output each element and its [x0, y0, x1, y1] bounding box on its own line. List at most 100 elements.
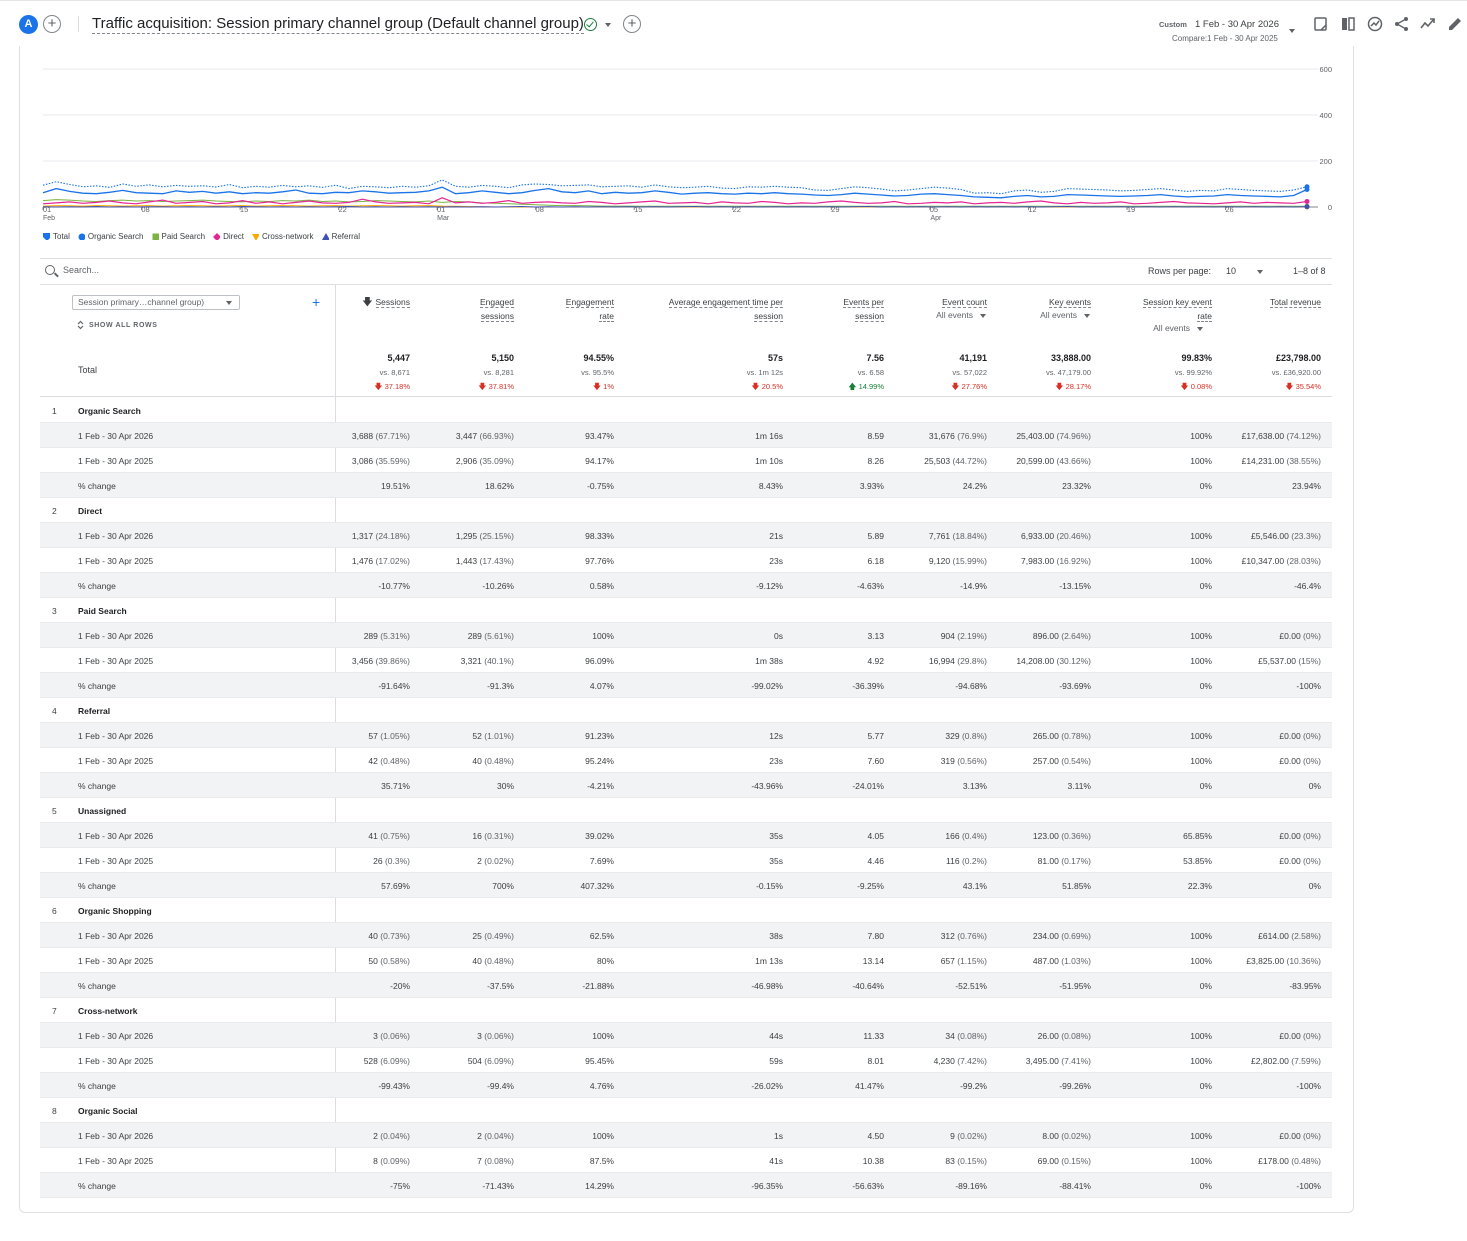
insights-icon[interactable]: [1366, 15, 1384, 33]
cell-percent: (20.46%): [1054, 531, 1092, 541]
table-group-row[interactable]: 2 Direct: [40, 498, 1332, 523]
table-cell: 39.02%: [585, 831, 614, 841]
share-report-icon[interactable]: [1312, 15, 1330, 33]
column-header-line1: Engagement: [565, 297, 614, 308]
event-filter-chevron-down-icon[interactable]: [1197, 327, 1203, 331]
column-header[interactable]: Engaged sessions: [479, 295, 514, 323]
rows-per-page-label: Rows per page:: [1148, 266, 1212, 276]
event-filter-select[interactable]: All events: [936, 310, 973, 320]
total-change-value: 0.08%: [1190, 382, 1212, 391]
date-range-picker[interactable]: 1 Feb - 30 Apr 2026: [1195, 19, 1279, 30]
table-cell: 62.5%: [590, 931, 614, 941]
show-all-rows-button[interactable]: SHOW ALL ROWS: [89, 322, 158, 329]
saved-check-icon[interactable]: [584, 18, 597, 31]
cell-value: 100%: [1190, 1031, 1212, 1041]
cell-value: 7.80: [867, 931, 884, 941]
date-range-type[interactable]: Custom: [1159, 20, 1187, 29]
cell-value: 16,994: [928, 656, 955, 666]
dimension-select[interactable]: Session primary…channel group): [72, 295, 240, 310]
legend-item[interactable]: Cross-network: [251, 231, 314, 241]
cell-percent: (0.48%): [1288, 1156, 1321, 1166]
table-group-row[interactable]: 1 Organic Search: [40, 398, 1332, 423]
legend-item[interactable]: Referral: [321, 232, 360, 241]
add-dimension-button[interactable]: +: [312, 294, 321, 310]
account-avatar[interactable]: A: [19, 15, 38, 34]
event-filter-select[interactable]: All events: [1153, 323, 1190, 333]
cell-value: 26.00: [1037, 1031, 1059, 1041]
table-cell: 83 (0.15%): [945, 1156, 987, 1166]
expand-rows-icon[interactable]: [77, 320, 84, 330]
cell-value: 23s: [769, 556, 783, 566]
cell-value: 3.93%: [859, 481, 884, 491]
table-cell: 3.13%: [963, 781, 987, 791]
cell-percent: (0%): [1300, 731, 1321, 741]
cell-value: 95.24%: [585, 756, 614, 766]
page-title[interactable]: Traffic acquisition: Session primary cha…: [92, 15, 584, 34]
cell-value: 23.32%: [1062, 481, 1091, 491]
table-row: 1 Feb - 30 Apr 2025 3,086 (35.59%) 2,906 (…: [40, 448, 1332, 473]
cell-value: -89.16%: [955, 1181, 987, 1191]
add-comparison-button[interactable]: +: [43, 15, 61, 33]
cell-value: 39.02%: [585, 831, 614, 841]
rows-per-page-chevron-down-icon[interactable]: [1257, 270, 1263, 274]
table-cell: 41s: [769, 1156, 783, 1166]
column-header[interactable]: Key events: [1048, 295, 1091, 309]
column-header[interactable]: Average engagement time per session: [668, 295, 783, 323]
column-header[interactable]: Session key event rate: [1143, 295, 1212, 323]
column-header-line1: Events per: [843, 297, 884, 308]
column-header[interactable]: 🡇 Sessions: [362, 295, 410, 310]
table-cell: 52 (1.01%): [472, 731, 514, 741]
table-cell: 35.71%: [381, 781, 410, 791]
cell-value: 3,086: [351, 456, 374, 466]
cell-value: 0%: [1199, 1081, 1212, 1091]
title-menu-chevron-down-icon[interactable]: [605, 23, 611, 27]
cell-value: 312: [940, 931, 955, 941]
edit-icon[interactable]: [1446, 15, 1464, 33]
cell-value: 98.33%: [585, 531, 614, 541]
legend-item[interactable]: Direct: [213, 232, 244, 241]
table-cell: 26.00 (0.08%): [1038, 1031, 1091, 1041]
legend-item[interactable]: Total: [43, 232, 70, 241]
column-header[interactable]: Total revenue: [1269, 295, 1321, 309]
table-cell: 40 (0.48%): [472, 956, 514, 966]
column-header[interactable]: Events per session: [843, 295, 884, 323]
column-header[interactable]: Engagement rate: [565, 295, 614, 323]
rows-per-page-select[interactable]: 10: [1226, 266, 1266, 276]
legend-item[interactable]: Organic Search: [78, 232, 144, 241]
table-group-row[interactable]: 4 Referral: [40, 698, 1332, 723]
search-input[interactable]: [63, 265, 463, 275]
table-cell: 57.69%: [381, 881, 410, 891]
sort-arrow-down-icon[interactable]: 🡇: [362, 297, 373, 308]
event-filter-chevron-down-icon[interactable]: [980, 314, 986, 318]
table-cell: £14,231.00 (38.55%): [1242, 456, 1321, 466]
date-range-chevron-down-icon[interactable]: [1289, 29, 1295, 33]
cell-value: 0.58%: [589, 581, 614, 591]
compare-icon[interactable]: [1339, 15, 1357, 33]
cell-value: 265.00: [1032, 731, 1059, 741]
legend-label: Cross-network: [261, 231, 314, 241]
table-cell: -99.43%: [378, 1081, 410, 1091]
table-group-row[interactable]: 5 Unassigned: [40, 798, 1332, 823]
table-cell: 93.47%: [585, 431, 614, 441]
trend-icon[interactable]: [1419, 15, 1437, 33]
column-header[interactable]: Event count: [942, 295, 987, 309]
table-group-row[interactable]: 8 Organic Social: [40, 1098, 1332, 1123]
add-filter-button[interactable]: +: [623, 15, 641, 33]
table-group-row[interactable]: 6 Organic Shopping: [40, 898, 1332, 923]
cell-value: -0.75%: [587, 481, 614, 491]
event-filter-chevron-down-icon[interactable]: [1084, 314, 1090, 318]
event-filter-select[interactable]: All events: [1040, 310, 1077, 320]
share-icon[interactable]: [1393, 15, 1411, 33]
table-group-row[interactable]: 7 Cross-network: [40, 998, 1332, 1023]
table-group-row[interactable]: 3 Paid Search: [40, 598, 1332, 623]
total-change: 🡇 35.54%: [1272, 380, 1321, 395]
dimension-chevron-down-icon[interactable]: [226, 301, 232, 305]
cell-percent: (15%): [1295, 656, 1321, 666]
row-index: 5: [52, 806, 57, 816]
cell-percent: (74.12%): [1284, 431, 1322, 441]
legend-item[interactable]: Paid Search: [152, 232, 205, 241]
cell-percent: (23.3%): [1288, 531, 1321, 541]
cell-value: £178.00: [1258, 1156, 1289, 1166]
cell-percent: (25.15%): [477, 531, 515, 541]
cell-value: 100%: [1190, 1131, 1212, 1141]
